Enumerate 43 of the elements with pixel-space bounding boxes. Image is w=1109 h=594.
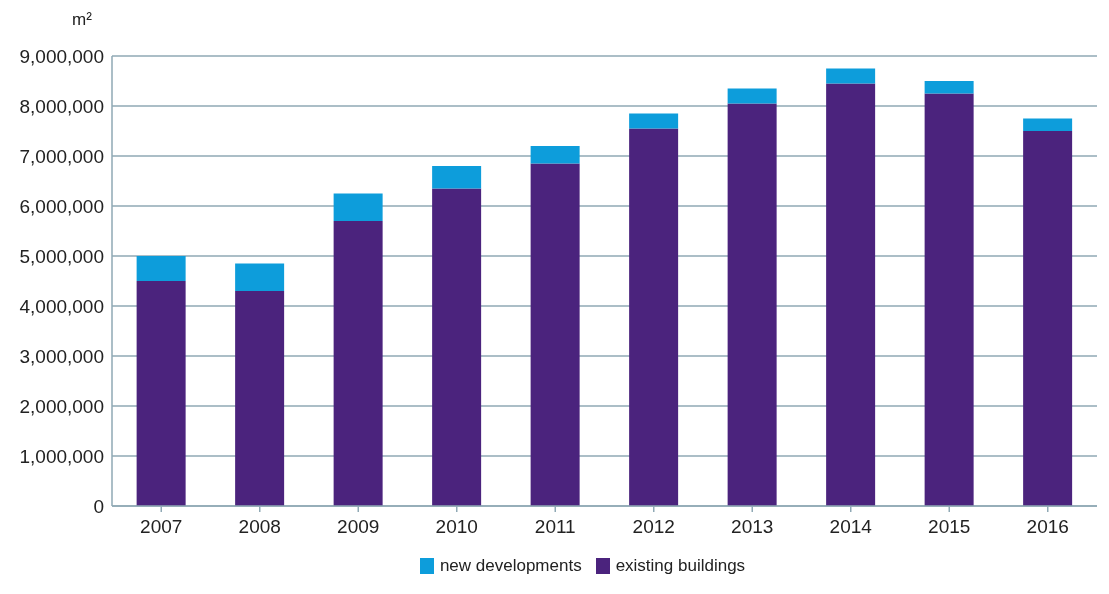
bar — [826, 68, 876, 84]
bar — [333, 193, 383, 221]
bar — [530, 146, 580, 164]
x-tick-label: 2011 — [534, 516, 576, 538]
bar — [629, 128, 679, 506]
y-tick-label: 1,000,000 — [19, 445, 104, 467]
y-tick-label: 6,000,000 — [19, 195, 104, 217]
bar — [629, 113, 679, 129]
x-tick-label: 2015 — [928, 516, 971, 538]
y-tick-label: 8,000,000 — [19, 95, 104, 117]
bar — [924, 93, 974, 506]
y-axis-title: m² — [72, 10, 92, 30]
x-tick-label: 2008 — [238, 516, 281, 538]
bar — [333, 221, 383, 506]
bar — [235, 291, 285, 506]
bar — [1023, 118, 1073, 131]
y-tick-label: 3,000,000 — [19, 345, 104, 367]
y-tick-label: 9,000,000 — [19, 45, 104, 67]
y-tick-label: 5,000,000 — [19, 245, 104, 267]
x-tick-label: 2012 — [632, 516, 675, 538]
x-tick-label: 2009 — [337, 516, 380, 538]
bar — [530, 163, 580, 506]
y-tick-label: 2,000,000 — [19, 395, 104, 417]
bar — [235, 263, 285, 291]
bar — [727, 103, 777, 506]
y-tick-label: 4,000,000 — [19, 295, 104, 317]
bar — [136, 256, 186, 281]
legend-label: existing buildings — [615, 556, 746, 576]
y-tick-label: 7,000,000 — [19, 145, 104, 167]
bar — [826, 83, 876, 506]
x-tick-label: 2013 — [731, 516, 774, 538]
y-tick-label: 0 — [93, 495, 104, 517]
bar — [924, 81, 974, 94]
x-tick-label: 2010 — [435, 516, 478, 538]
bar — [727, 88, 777, 104]
bar — [432, 188, 482, 506]
legend-label: new developments — [439, 556, 582, 576]
x-tick-label: 2014 — [829, 516, 873, 538]
bar — [432, 166, 482, 189]
bar — [1023, 131, 1073, 506]
x-tick-label: 2016 — [1026, 516, 1069, 538]
x-tick-label: 2007 — [140, 516, 183, 538]
bar — [136, 281, 186, 506]
